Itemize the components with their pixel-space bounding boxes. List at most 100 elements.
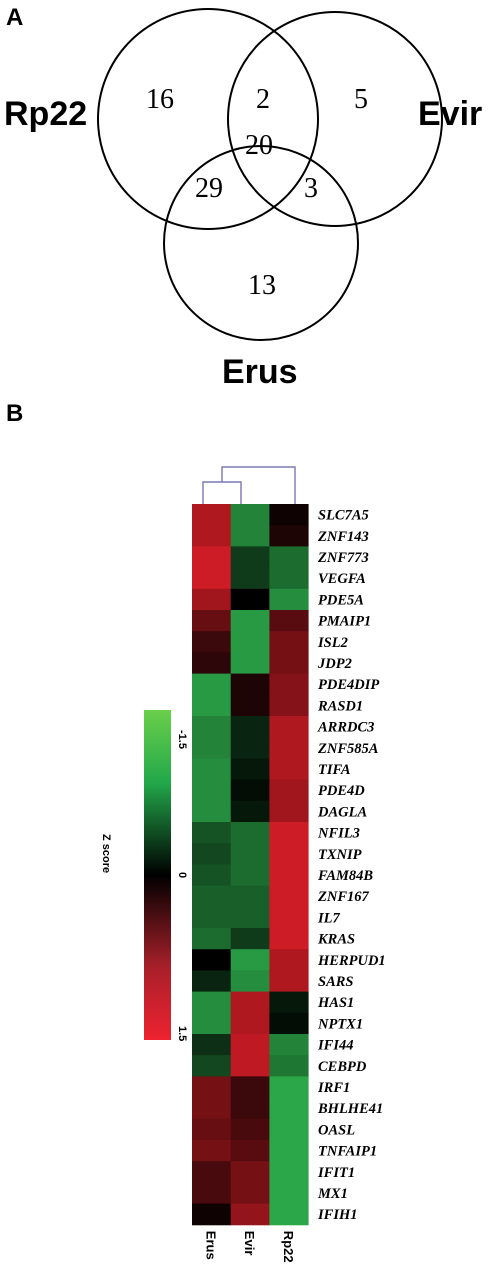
heatmap-cell-tifa-rp22 [269, 758, 309, 781]
dendrogram-branch-erus-evir [202, 481, 242, 504]
gene-label-ifit1: IFIT1 [317, 1165, 355, 1181]
gene-label-jdp2: JDP2 [317, 656, 352, 672]
heatmap-cell-pde4dip-rp22 [269, 673, 309, 696]
venn-circle-erus [163, 145, 359, 341]
heatmap-cell-znf167-rp22 [269, 885, 309, 908]
gene-label-ifih1: IFIH1 [317, 1207, 358, 1223]
gene-label-pde4d: PDE4D [318, 783, 365, 799]
panel-b-label: B [6, 400, 24, 427]
heatmap-cell-znf167-erus [192, 885, 232, 908]
heatmap-cell-vegfa-rp22 [269, 567, 309, 590]
heatmap-cell-cebpd-erus [192, 1055, 232, 1077]
heatmap-cell-ifih1-evir [230, 1203, 270, 1226]
set-label-evir: Evir [418, 95, 482, 133]
gene-labels: SLC7A5 ZNF143 ZNF773 VEGFA PDE5A PMAIP1 ISL2 JD… [317, 508, 386, 1224]
heatmap-cell-oasl-rp22 [269, 1118, 309, 1141]
heatmap-cell-arrdc3-erus [192, 716, 232, 738]
colorbar-label-bottom: 1.5 [176, 1026, 188, 1041]
heatmap-cell-ifit1-erus [192, 1161, 232, 1183]
gene-label-txnip: TXNIP [318, 847, 362, 863]
heatmap-cell-tnfaip1-rp22 [269, 1140, 309, 1162]
heatmap-cell-rasd1-evir [230, 694, 270, 717]
region-rp22-erus: 29 [195, 173, 223, 204]
heatmap-cell-ifih1-erus [192, 1203, 232, 1226]
heatmap-cell-kras-erus [192, 928, 232, 950]
heatmap-cell-arrdc3-rp22 [269, 716, 309, 738]
gene-label-isl2: ISL2 [317, 635, 348, 651]
gene-label-rasd1: RASD1 [317, 698, 363, 714]
heatmap-cell-nfil3-erus [192, 822, 232, 844]
heatmap-cell-fam84b-erus [192, 864, 232, 887]
gene-label-nfil3: NFIL3 [317, 826, 360, 842]
heatmap-cell-pde4d-evir [230, 779, 270, 802]
heatmap-cell-ifih1-rp22 [269, 1203, 309, 1226]
heatmap-cell-isl2-evir [230, 631, 270, 653]
gene-label-oasl: OASL [318, 1122, 355, 1138]
heatmap-cell-ifi44-evir [230, 1034, 270, 1056]
heatmap-cell-fam84b-rp22 [269, 864, 309, 887]
heatmap-cell-dagla-erus [192, 800, 232, 823]
colorbar-label-mid: 0 [176, 872, 188, 878]
heatmap-cell-tifa-erus [192, 758, 232, 781]
heatmap-cell-pde4d-erus [192, 779, 232, 802]
region-all-three: 20 [245, 130, 273, 161]
sample-label-evir: Evir [242, 1231, 257, 1256]
gene-label-fam84b: FAM84B [317, 868, 373, 884]
heatmap-cell-ifi44-rp22 [269, 1034, 309, 1056]
heatmap-cell-isl2-rp22 [269, 631, 309, 653]
heatmap-cell-znf773-evir [230, 546, 270, 569]
heatmap-cell-fam84b-evir [230, 864, 270, 887]
heatmap-cell-ifi44-erus [192, 1034, 232, 1056]
heatmap-cell-rasd1-rp22 [269, 694, 309, 717]
heatmap-cell-znf167-evir [230, 885, 270, 908]
heatmap-cell-irf1-rp22 [269, 1076, 309, 1099]
heatmap-cell-pde4dip-erus [192, 673, 232, 696]
heatmap-cell-herpud1-evir [230, 949, 270, 971]
gene-label-bhlhe41: BHLHE41 [317, 1101, 383, 1117]
heatmap-cell-vegfa-erus [192, 567, 232, 590]
heatmap-cell-vegfa-evir [230, 567, 270, 590]
heatmap-cell-pde4d-rp22 [269, 779, 309, 802]
region-evir-erus: 3 [304, 173, 318, 204]
gene-label-dagla: DAGLA [317, 804, 367, 820]
heatmap-cell-pmaip1-erus [192, 610, 232, 632]
gene-label-mx1: MX1 [317, 1186, 348, 1202]
heatmap-cell-oasl-erus [192, 1118, 232, 1141]
heatmap-cell-txnip-evir [230, 843, 270, 865]
heatmap-cell-znf143-rp22 [269, 525, 309, 547]
heatmap-cell-has1-evir [230, 991, 270, 1014]
heatmap-cell-herpud1-rp22 [269, 949, 309, 971]
heatmap-cell-znf143-evir [230, 525, 270, 547]
heatmap-cell-kras-rp22 [269, 928, 309, 950]
heatmap-cell-nptx1-evir [230, 1012, 270, 1035]
heatmap-cell-cebpd-evir [230, 1055, 270, 1077]
gene-label-vegfa: VEGFA [318, 571, 366, 587]
heatmap-cell-znf773-rp22 [269, 546, 309, 569]
heatmap-cell-ifit1-rp22 [269, 1161, 309, 1183]
heatmap-cell-znf773-erus [192, 546, 232, 569]
heatmap-cell-il7-evir [230, 906, 270, 929]
heatmap-cell-slc7a5-erus [192, 504, 232, 526]
region-rp22-only: 16 [146, 84, 174, 115]
heatmap-cell-dagla-evir [230, 800, 270, 823]
heatmap-cell-cebpd-rp22 [269, 1055, 309, 1077]
sample-labels: Erus Evir Rp22 [203, 1231, 295, 1263]
gene-label-pde5a: PDE5A [318, 592, 364, 608]
gene-label-ifi44: IFI44 [317, 1038, 353, 1054]
gene-label-nptx1: NPTX1 [317, 1016, 363, 1032]
heatmap-cell-pde4dip-evir [230, 673, 270, 696]
gene-label-il7: IL7 [317, 910, 341, 926]
heatmap-cell-il7-rp22 [269, 906, 309, 929]
heatmap-cell-txnip-rp22 [269, 843, 309, 865]
heatmap-cell-slc7a5-evir [230, 504, 270, 526]
heatmap-cell-sars-evir [230, 970, 270, 993]
heatmap-cell-nptx1-rp22 [269, 1012, 309, 1035]
gene-label-pmaip1: PMAIP1 [318, 614, 371, 630]
gene-label-tnfaip1: TNFAIP1 [318, 1144, 377, 1160]
heatmap-cell-has1-erus [192, 991, 232, 1014]
heatmap-cell-tnfaip1-erus [192, 1140, 232, 1162]
region-rp22-evir: 2 [256, 84, 270, 115]
heatmap-cell-tnfaip1-evir [230, 1140, 270, 1162]
venn-diagram: Rp22 Evir Erus 16 2 5 20 29 3 13 [4, 8, 482, 391]
heatmap-cell-sars-rp22 [269, 970, 309, 993]
